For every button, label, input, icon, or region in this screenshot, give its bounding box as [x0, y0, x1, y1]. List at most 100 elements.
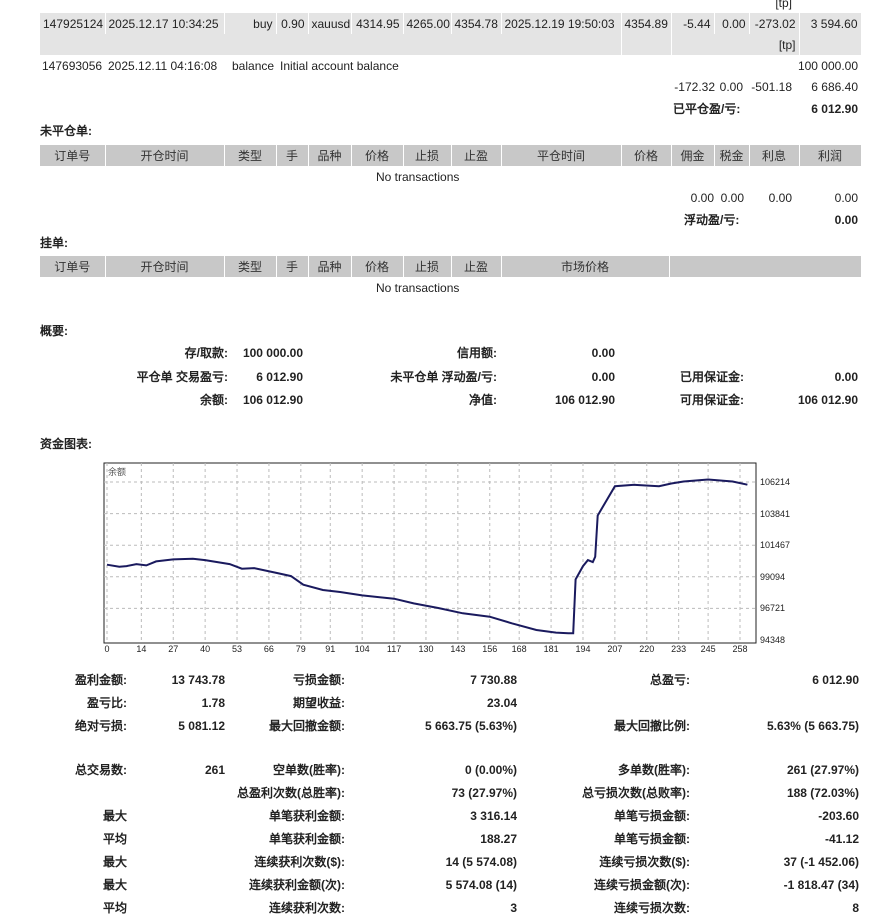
closed-pl-label: 已平仓盈/亏: — [673, 102, 741, 116]
table-header: 订单号 开仓时间 类型手品种 价格 止损 止盈 平仓时间 价格 佣金 税金 利息 利润 — [40, 145, 862, 166]
stat-value-1: 5 081.12 — [178, 719, 225, 733]
taxes: 0.00 — [714, 13, 750, 34]
x-tick-label: 66 — [263, 644, 274, 654]
free-margin-value: 106 012.90 — [797, 393, 858, 407]
tp-label: [tp] — [671, 34, 800, 55]
balance-order: 147693056 — [42, 59, 103, 73]
floating-pl-value: 0.00 — [834, 213, 858, 227]
x-tick-label: 258 — [732, 644, 748, 654]
col-header: 止盈 — [451, 256, 502, 277]
x-tick-label: 79 — [295, 644, 306, 654]
free-margin-label: 可用保证金: — [680, 393, 744, 407]
balance-time: 2025.12.11 04:16:08 — [108, 59, 218, 73]
stat-label-3: 最大回撤比例: — [614, 719, 690, 733]
x-tick-label: 0 — [104, 644, 110, 654]
x-tick-label: 245 — [700, 644, 716, 654]
stat-value-3: -203.60 — [818, 809, 859, 823]
closed-pl-value: 6 012.90 — [256, 370, 303, 384]
x-tick-label: 156 — [482, 644, 498, 654]
floating-pl-label: 未平仓单 浮动盈/亏: — [390, 370, 497, 384]
x-tick-label: 40 — [200, 644, 211, 654]
stat-value-3: 8 — [852, 901, 859, 915]
col-header: 止损 — [403, 256, 452, 277]
stat-value-2: 0 (0.00%) — [464, 763, 517, 777]
x-tick-label: 104 — [354, 644, 370, 654]
stat-label-3: 多单数(胜率): — [618, 763, 690, 777]
symbol: xauusd — [308, 13, 352, 34]
order-id: 147925124 — [40, 13, 106, 34]
stat-value-3: 261 (27.97%) — [786, 763, 859, 777]
x-tick-label: 53 — [232, 644, 243, 654]
col-header — [669, 256, 862, 277]
col-header: 类型 — [224, 256, 277, 277]
col-header: 价格 — [351, 145, 404, 166]
price: 4314.95 — [351, 13, 404, 34]
stat-label-1: 总交易数: — [75, 763, 127, 777]
col-header: 止损 — [403, 145, 452, 166]
chart-title: 资金图表: — [40, 437, 92, 451]
credit-label: 信用额: — [457, 346, 497, 360]
y-tick-label: 101467 — [760, 540, 791, 551]
col-header: 止盈 — [451, 145, 502, 166]
margin-value: 0.00 — [834, 370, 858, 384]
stat-label-3: 连续亏损次数($): — [599, 855, 690, 869]
col-header: 平仓时间 — [501, 145, 622, 166]
equity-value: 106 012.90 — [554, 393, 615, 407]
stat-label-1: 绝对亏损: — [75, 719, 127, 733]
balance-label: 余额: — [200, 393, 228, 407]
total-swap: -501.18 — [751, 80, 792, 94]
x-tick-label: 130 — [418, 644, 434, 654]
pending-orders-table: 订单号 开仓时间 类型手品种 价格 止损 止盈 市场价格 — [40, 256, 862, 277]
table-row: [tp] — [40, 34, 862, 55]
credit-value: 0.00 — [591, 346, 615, 360]
col-header: 利息 — [749, 145, 800, 166]
closed-trades-table: 147925124 2025.12.17 10:34:25 buy 0.90 x… — [40, 13, 862, 55]
balance-type: balance — [232, 59, 275, 73]
col-header: 品种 — [308, 256, 352, 277]
commission: -5.44 — [671, 13, 715, 34]
stat-label-1: 盈利金额: — [75, 673, 127, 687]
stat-label-3: 连续亏损次数: — [614, 901, 690, 915]
deposit-value: 100 000.00 — [242, 346, 303, 360]
total-taxes: 0.00 — [719, 80, 743, 94]
tp-label: [tp] — [775, 0, 792, 10]
col-header: 利润 — [799, 145, 862, 166]
total-profit: 6 686.40 — [811, 80, 858, 94]
deposit-label: 存/取款: — [184, 346, 228, 360]
col-header: 开仓时间 — [105, 145, 225, 166]
margin-label: 已用保证金: — [680, 370, 744, 384]
y-tick-label: 96721 — [760, 603, 786, 614]
stat-label-3: 单笔亏损金额: — [614, 809, 690, 823]
col-header: 手 — [276, 145, 309, 166]
lots: 0.90 — [276, 13, 309, 34]
open-orders-table: 订单号 开仓时间 类型手品种 价格 止损 止盈 平仓时间 价格 佣金 税金 利息 利润 — [40, 145, 862, 166]
stat-label-2: 连续获利次数($): — [254, 855, 345, 869]
stat-value-2: 7 730.88 — [470, 673, 517, 687]
stat-value-2: 14 (5 574.08) — [445, 855, 517, 869]
stat-label-2: 总盈利次数(总胜率): — [237, 786, 345, 800]
closed-pl-value: 6 012.90 — [811, 102, 858, 116]
balance-line — [106, 478, 748, 635]
col-header: 价格 — [621, 145, 672, 166]
col-header: 佣金 — [671, 145, 715, 166]
sl: 4265.00 — [403, 13, 452, 34]
x-tick-label: 207 — [607, 644, 623, 654]
open-swap: 0.00 — [768, 191, 792, 205]
floating-pl-label: 浮动盈/亏: — [684, 213, 740, 227]
balance-amount: 100 000.00 — [797, 59, 858, 73]
open-profit: 0.00 — [834, 191, 858, 205]
stat-label-3: 连续亏损金额(次): — [594, 878, 690, 892]
total-commission: -172.32 — [674, 80, 715, 94]
x-tick-label: 117 — [386, 644, 402, 654]
stat-label-1: 盈亏比: — [87, 696, 127, 710]
stat-label-3: 单笔亏损金额: — [614, 832, 690, 846]
col-header: 手 — [276, 256, 309, 277]
stat-value-2: 5 663.75 (5.63%) — [424, 719, 517, 733]
stat-value-2: 73 (27.97%) — [451, 786, 517, 800]
chart-legend: 余额 — [108, 467, 127, 477]
tp: 4354.78 — [451, 13, 502, 34]
stat-label-1: 最大 — [102, 878, 127, 892]
stat-value-3: 5.63% (5 663.75) — [766, 719, 859, 733]
x-tick-label: 168 — [511, 644, 527, 654]
stat-label-1: 最大 — [102, 855, 127, 869]
